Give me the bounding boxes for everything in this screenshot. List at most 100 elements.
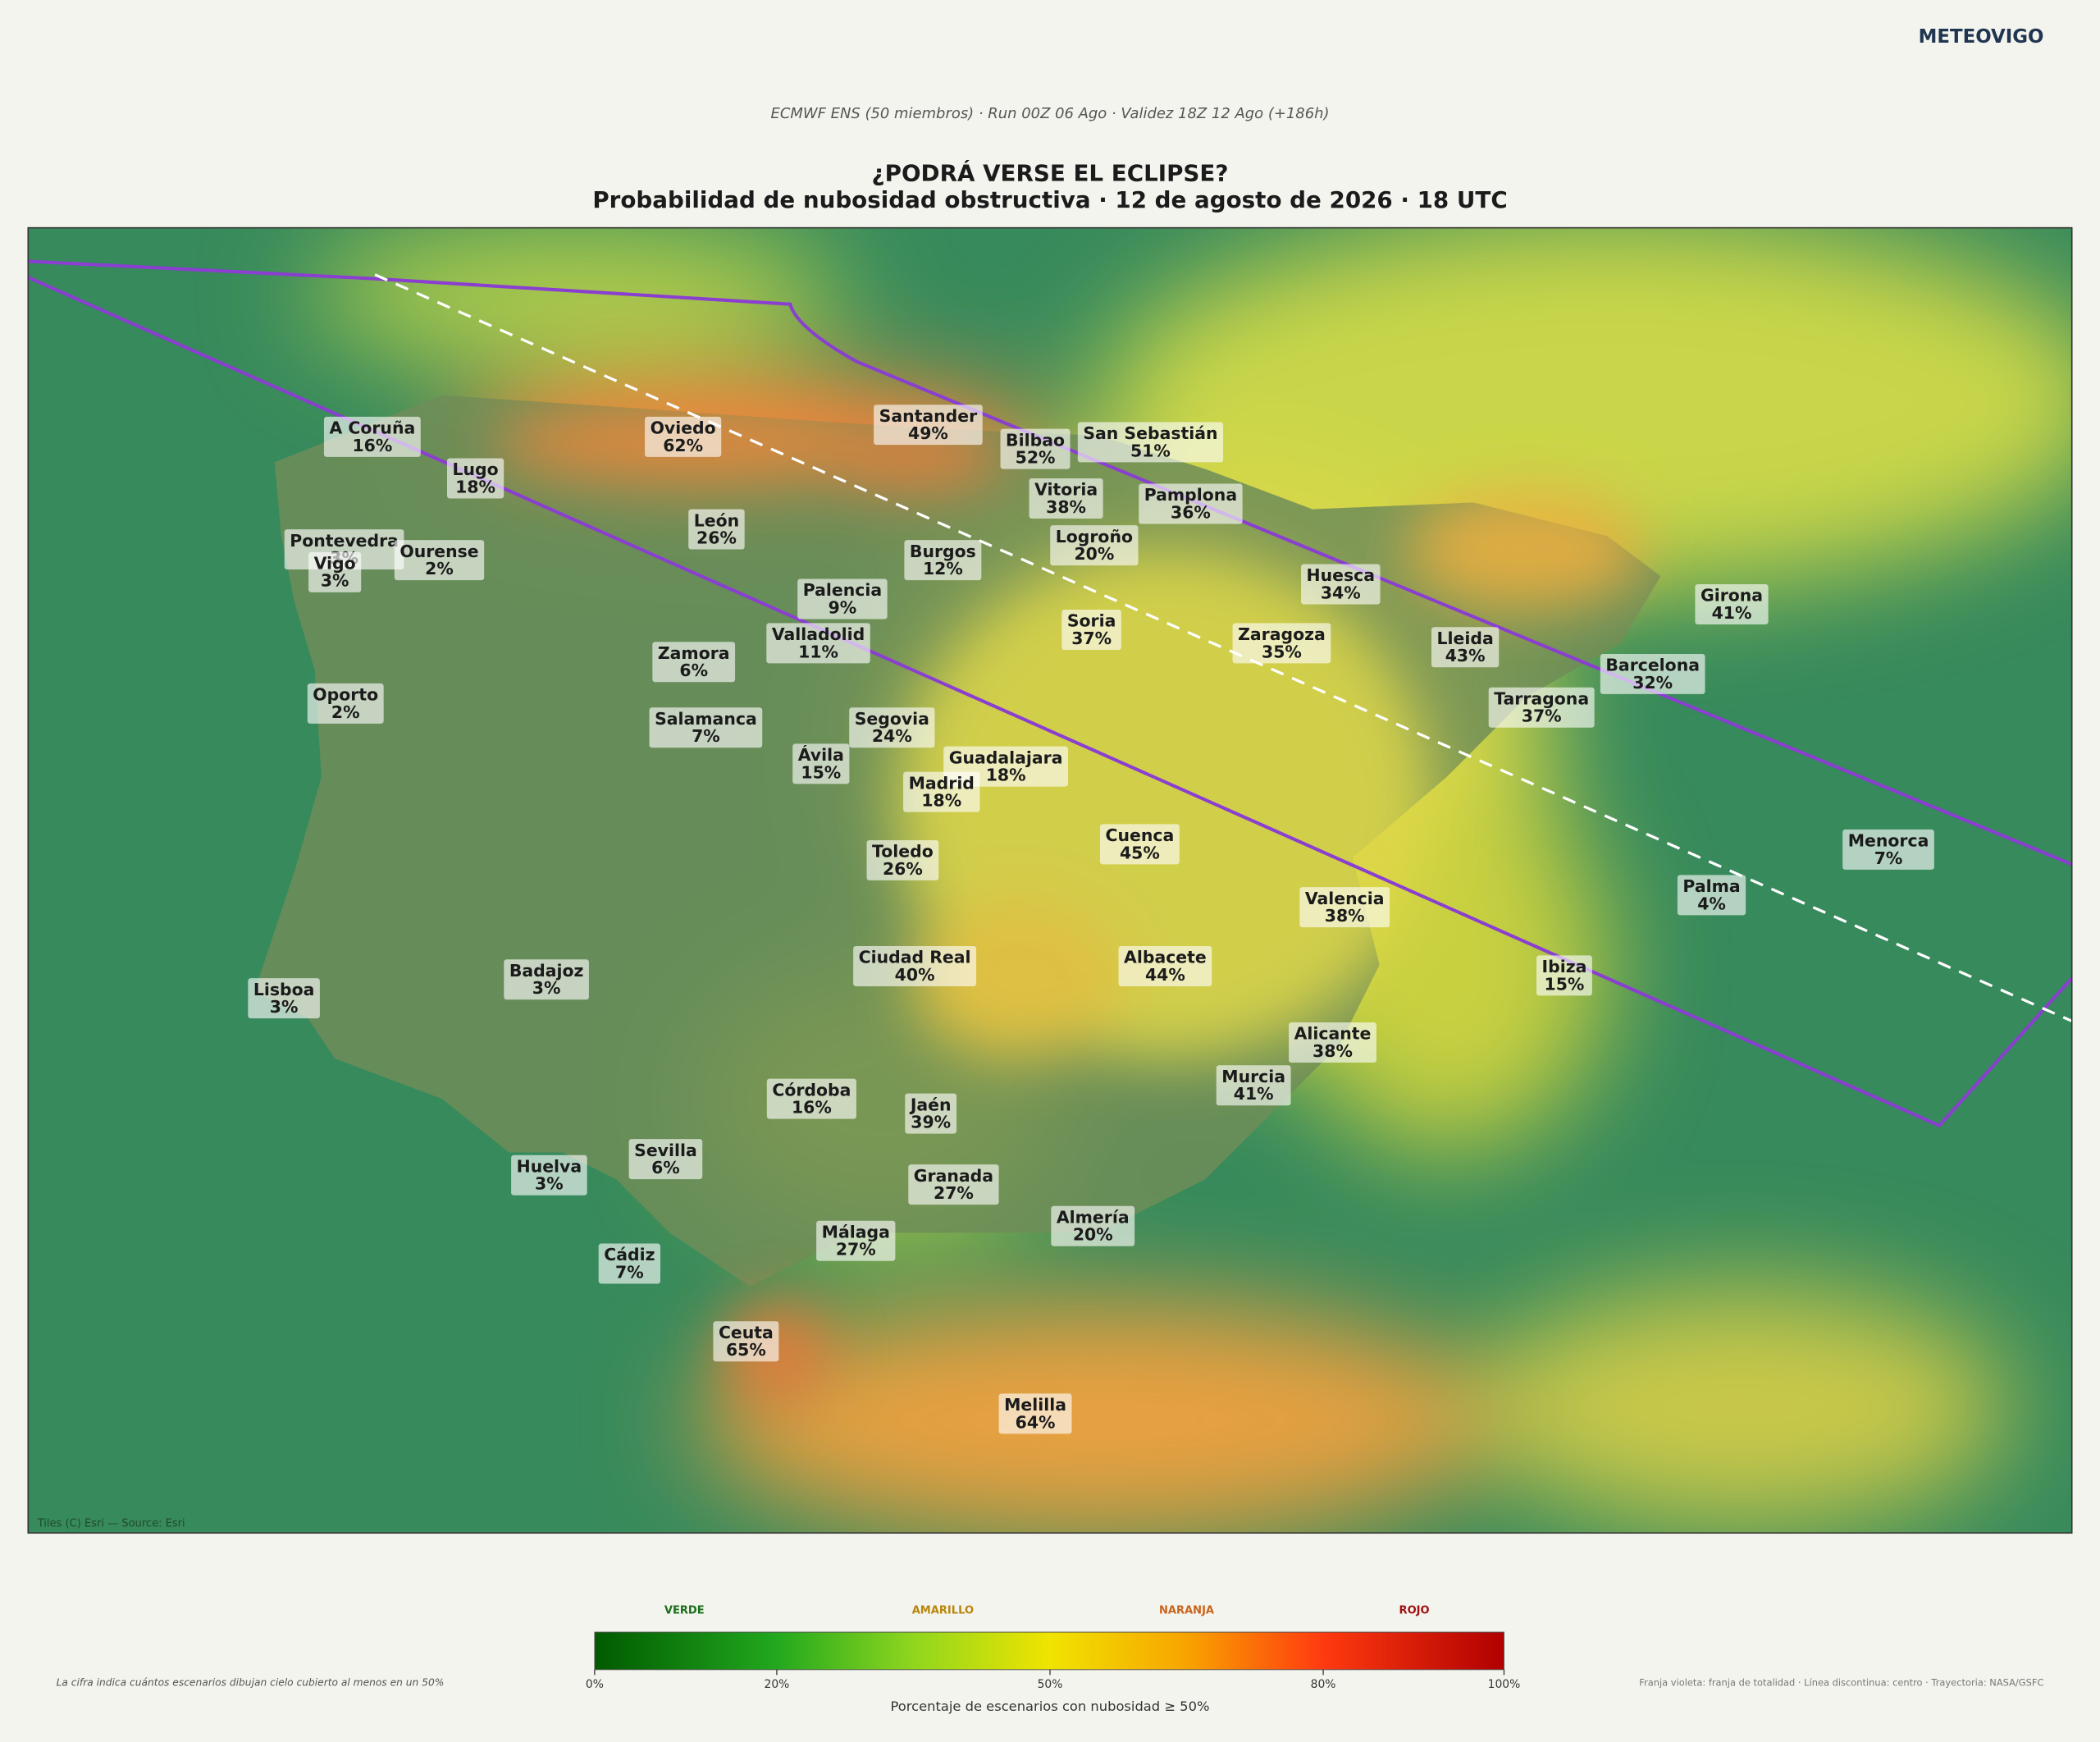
city-label-bg <box>1299 887 1390 928</box>
city-name: Melilla <box>1004 1395 1066 1415</box>
city-label-bg <box>905 1093 957 1134</box>
city-name: Córdoba <box>772 1080 851 1100</box>
city-probability: 38% <box>1312 1041 1353 1061</box>
city-label-bg <box>766 623 870 664</box>
city-probability: 36% <box>1171 502 1211 522</box>
city-label-bg <box>1216 1065 1291 1106</box>
city-name: Oporto <box>313 685 378 705</box>
city-name: Santander <box>879 406 978 426</box>
city-probability: 62% <box>663 436 703 455</box>
city-name: Vitoria <box>1034 480 1098 500</box>
city-label-bg <box>1289 1022 1376 1063</box>
city-name: Almería <box>1057 1207 1130 1227</box>
city-label-bg <box>248 978 320 1019</box>
city-label-bg <box>1232 623 1331 664</box>
city-name: Tarragona <box>1494 688 1589 708</box>
city-probability: 3% <box>532 978 561 998</box>
city-name: Madrid <box>909 773 975 793</box>
city-probability: 65% <box>726 1340 766 1360</box>
city-label-bg <box>713 1321 779 1362</box>
city-name: Ceuta <box>719 1323 774 1342</box>
colorbar-tick-label: 50% <box>1038 1678 1063 1691</box>
city-name: San Sebastián <box>1083 423 1217 443</box>
city-name: Oviedo <box>651 418 716 438</box>
city-name: Valladolid <box>772 624 865 644</box>
city-name: Vigo <box>314 554 356 574</box>
city-label-bg <box>1536 955 1592 996</box>
city-label-bg <box>1061 610 1121 651</box>
city-probability: 3% <box>321 571 349 591</box>
city-label-bg <box>1050 525 1139 566</box>
city-label-bg <box>1695 584 1769 625</box>
city-name: Valencia <box>1305 889 1385 908</box>
city-label-bg <box>766 1078 856 1119</box>
totality-south <box>28 276 2072 1128</box>
city-probability: 7% <box>615 1262 644 1282</box>
city-probability: 6% <box>679 661 708 680</box>
right-note: Franja violeta: franja de totalidad · Lí… <box>1639 1677 2043 1689</box>
city-probability: 20% <box>1074 544 1114 564</box>
city-name: Pamplona <box>1144 485 1237 505</box>
colorbar-label: Porcentaje de escenarios con nubosidad ≥… <box>891 1699 1210 1714</box>
city-label-bg <box>904 540 982 581</box>
colorbar-tick-label: 100% <box>1488 1678 1521 1691</box>
title: ¿PODRÁ VERSE EL ECLIPSE? <box>872 158 1229 186</box>
city-name: Sevilla <box>634 1141 697 1160</box>
title-line2: Probabilidad de nubosidad obstructiva · … <box>592 186 1507 213</box>
city-label-bg <box>511 1154 587 1196</box>
city-label-bg <box>323 416 421 457</box>
city-name: Murcia <box>1221 1067 1285 1086</box>
city-probability: 27% <box>836 1240 876 1260</box>
colorbar-tick-label: 0% <box>586 1678 604 1691</box>
city-label-bg <box>908 1164 999 1205</box>
city-label-bg <box>645 416 722 457</box>
city-probability: 18% <box>921 791 961 811</box>
city-label-bg <box>1077 422 1224 463</box>
city-label-bg <box>1677 875 1746 916</box>
city-label-bg <box>307 683 384 724</box>
map-frame <box>27 226 2073 1534</box>
city-probability: 40% <box>895 965 935 985</box>
city-name: Granada <box>914 1166 993 1186</box>
attribution: Tiles (C) Esri — Source: Esri <box>37 1517 185 1529</box>
colorbar: VERDE AMARILLO NARANJA ROJO 0% 20% 50% 80% 100% <box>586 1604 1520 1690</box>
city-name: Barcelona <box>1605 656 1700 675</box>
city-name: Cádiz <box>604 1245 655 1264</box>
city-name: A Coruña <box>329 418 415 438</box>
city-probability: 18% <box>455 477 495 496</box>
city-probability: 11% <box>798 642 838 661</box>
city-name: Girona <box>1701 586 1763 606</box>
city-name: Menorca <box>1848 831 1929 851</box>
city-name: Lugo <box>453 460 499 479</box>
city-probability: 49% <box>908 423 948 443</box>
city-name: Zaragoza <box>1238 624 1326 644</box>
city-name: Salamanca <box>655 709 757 729</box>
city-label-bg <box>797 578 888 620</box>
subtitle: ECMWF ENS (50 miembros) · Run 00Z 06 Ago… <box>770 105 1329 122</box>
city-probability: 3% <box>270 997 299 1017</box>
city-label-bg <box>1118 945 1212 986</box>
city-name: Badajoz <box>509 961 584 981</box>
city-name: Cuenca <box>1106 825 1175 845</box>
colorbar-category: ROJO <box>1399 1604 1430 1616</box>
city-label-bg <box>504 959 589 1000</box>
city-label-bg <box>853 945 977 986</box>
city-probability: 39% <box>911 1113 951 1132</box>
city-label-bg <box>792 743 850 784</box>
city-name: Lleida <box>1437 629 1494 648</box>
